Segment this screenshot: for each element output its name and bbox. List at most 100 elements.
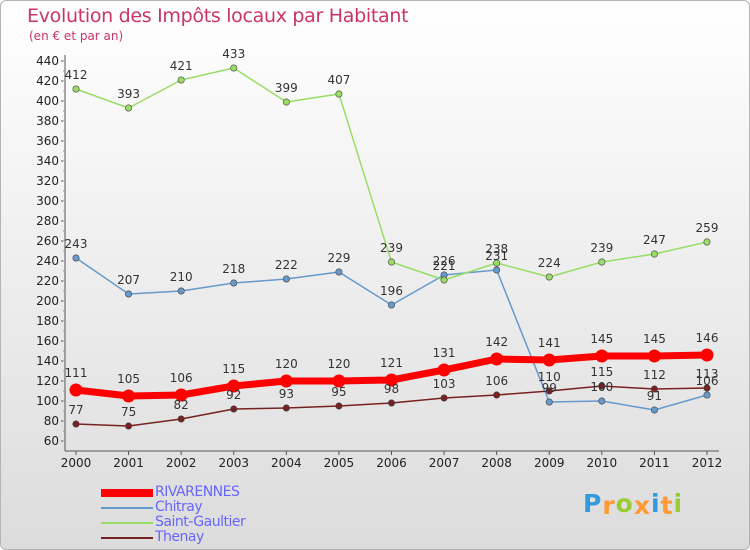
- data-point: [125, 290, 133, 298]
- y-tick-label: 340: [36, 154, 59, 168]
- data-label: 106: [696, 374, 719, 388]
- data-label: 131: [433, 346, 456, 360]
- data-point: [650, 385, 658, 393]
- data-label: 239: [380, 241, 403, 255]
- data-point: [703, 238, 711, 246]
- data-label: 229: [327, 251, 350, 265]
- data-label: 224: [538, 256, 561, 270]
- y-tick-label: 100: [36, 394, 59, 408]
- data-label: 433: [222, 47, 245, 61]
- data-label: 259: [696, 221, 719, 235]
- legend-label: RIVARENNES: [155, 484, 240, 500]
- data-label: 210: [170, 270, 193, 284]
- data-label: 231: [485, 249, 508, 263]
- data-label: 112: [643, 368, 666, 382]
- data-point: [703, 384, 711, 392]
- data-point: [598, 382, 606, 390]
- y-tick-label: 180: [36, 314, 59, 328]
- y-tick-label: 380: [36, 114, 59, 128]
- data-point: [335, 268, 343, 276]
- y-tick-label: 400: [36, 94, 59, 108]
- legend-label: Saint-Gaultier: [155, 514, 246, 530]
- data-point: [69, 383, 83, 397]
- data-label: 226: [433, 254, 456, 268]
- data-label: 110: [538, 370, 561, 384]
- data-point: [227, 379, 241, 393]
- data-label: 113: [696, 367, 719, 381]
- data-point: [703, 391, 711, 399]
- logo-letter: t: [660, 491, 674, 520]
- data-label: 100: [590, 380, 613, 394]
- data-label: 75: [121, 405, 136, 419]
- data-label: 111: [65, 366, 88, 380]
- data-label: 221: [433, 259, 456, 273]
- data-point: [335, 90, 343, 98]
- data-label: 93: [279, 387, 294, 401]
- data-point: [230, 405, 238, 413]
- x-tick-label: 2007: [429, 456, 460, 470]
- data-label: 412: [65, 68, 88, 82]
- x-tick-label: 2002: [166, 456, 197, 470]
- data-point: [700, 348, 714, 362]
- y-tick-label: 420: [36, 74, 59, 88]
- data-label: 146: [696, 331, 719, 345]
- data-label: 145: [643, 332, 666, 346]
- data-label: 92: [226, 388, 241, 402]
- data-label: 239: [590, 241, 613, 255]
- data-point: [493, 266, 501, 274]
- y-tick-label: 300: [36, 194, 59, 208]
- data-point: [440, 276, 448, 284]
- y-tick-label: 440: [36, 54, 59, 68]
- legend-label: Chitray: [155, 499, 203, 515]
- chart-title: Evolution des Impôts locaux par Habitant: [27, 5, 409, 27]
- y-tick-label: 160: [36, 334, 59, 348]
- data-point: [493, 391, 501, 399]
- data-point: [177, 415, 185, 423]
- data-point: [125, 422, 133, 430]
- data-point: [647, 349, 661, 363]
- logo-letter: r: [602, 491, 616, 520]
- data-label: 421: [170, 59, 193, 73]
- legend-swatch: [101, 507, 153, 509]
- data-point: [545, 387, 553, 395]
- y-tick-label: 280: [36, 214, 59, 228]
- x-tick-label: 2010: [587, 456, 618, 470]
- data-label: 120: [275, 357, 298, 371]
- data-point: [598, 258, 606, 266]
- data-point: [650, 406, 658, 414]
- data-point: [282, 275, 290, 283]
- legend-label: Thenay: [155, 529, 204, 545]
- y-tick-label: 120: [36, 374, 59, 388]
- logo-letter: o: [615, 489, 634, 518]
- data-label: 115: [590, 365, 613, 379]
- chart-subtitle: (en € et par an): [29, 29, 124, 43]
- data-point: [387, 258, 395, 266]
- x-tick-label: 2008: [481, 456, 512, 470]
- data-label: 120: [327, 357, 350, 371]
- data-point: [335, 402, 343, 410]
- data-label: 106: [170, 371, 193, 385]
- data-point: [598, 397, 606, 405]
- data-point: [125, 104, 133, 112]
- y-tick-label: 200: [36, 294, 59, 308]
- x-tick-label: 2011: [639, 456, 670, 470]
- y-tick-label: 320: [36, 174, 59, 188]
- data-point: [387, 301, 395, 309]
- x-tick-label: 2009: [534, 456, 565, 470]
- data-label: 77: [68, 403, 83, 417]
- data-point: [72, 254, 80, 262]
- logo-letter: x: [633, 491, 651, 520]
- data-point: [230, 64, 238, 72]
- logo-letter: P: [583, 489, 603, 518]
- data-label: 142: [485, 335, 508, 349]
- data-point: [282, 404, 290, 412]
- x-tick-label: 2001: [113, 456, 144, 470]
- data-label: 145: [590, 332, 613, 346]
- data-point: [545, 398, 553, 406]
- y-tick-label: 140: [36, 354, 59, 368]
- data-point: [177, 287, 185, 295]
- y-tick-label: 240: [36, 254, 59, 268]
- data-label: 115: [222, 362, 245, 376]
